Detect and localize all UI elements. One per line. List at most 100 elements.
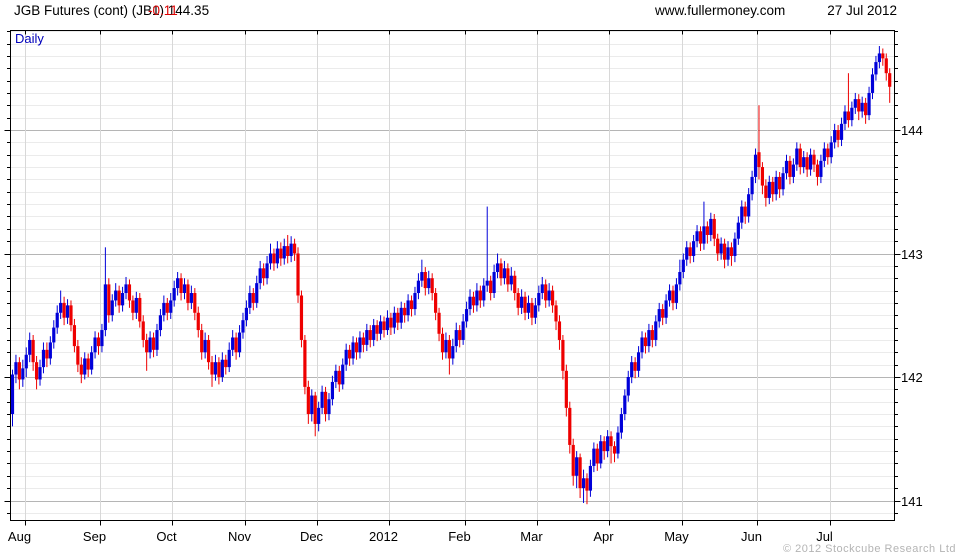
candle-body	[753, 154, 758, 177]
time-axis-label: Jun	[741, 529, 762, 544]
candle-body	[282, 246, 286, 259]
candle-body	[114, 290, 118, 301]
candle-body	[575, 457, 579, 476]
candle-body	[736, 222, 740, 239]
candle-body	[667, 290, 672, 301]
candle-body	[722, 243, 727, 260]
candle-body	[292, 243, 297, 254]
price-axis-label: 144	[901, 123, 923, 138]
candle-body	[127, 284, 132, 301]
candle-body	[822, 148, 826, 161]
candle-body	[509, 275, 513, 285]
candle-body	[389, 317, 393, 328]
candle-body	[365, 330, 369, 345]
candle-body	[210, 362, 214, 375]
candle-body	[829, 142, 833, 158]
candle-body	[323, 391, 328, 415]
candle-body	[674, 284, 679, 303]
candle-body	[733, 238, 737, 256]
time-axis-label: Sep	[82, 529, 107, 544]
candle-body	[430, 278, 434, 294]
candle-body	[437, 312, 441, 334]
candle-body	[516, 293, 520, 308]
candle-body	[375, 325, 379, 334]
candle-body	[461, 321, 465, 340]
candle-body	[798, 148, 802, 168]
candle-body	[17, 362, 21, 380]
candle-body	[440, 333, 445, 353]
candle-body	[272, 253, 276, 264]
candle-body	[93, 337, 97, 353]
candle-body	[186, 284, 190, 303]
candle-body	[571, 444, 575, 476]
candle-body	[10, 374, 15, 415]
candle-body	[557, 321, 562, 340]
candle-body	[155, 330, 159, 350]
candle-body	[86, 358, 90, 370]
candle-body	[499, 263, 503, 279]
candle-body	[705, 226, 709, 235]
candle-body	[698, 231, 703, 244]
candle-body	[303, 339, 307, 387]
candle-body	[220, 359, 224, 377]
time-axis-label: Apr	[593, 529, 614, 544]
candle-body	[877, 53, 881, 63]
candle-body	[778, 176, 782, 190]
price-axis-label: 143	[901, 247, 923, 262]
candle-body	[413, 293, 417, 310]
candle-body	[489, 280, 493, 294]
candle-body	[482, 285, 486, 301]
candle-body	[808, 154, 813, 170]
candle-body	[805, 157, 809, 170]
candle-body	[630, 362, 634, 377]
plot-border	[10, 30, 895, 521]
candle-body	[784, 160, 789, 174]
candle-body	[819, 160, 823, 177]
time-axis-label: Mar	[520, 529, 543, 544]
candle-body	[423, 272, 427, 289]
candle-body	[633, 362, 637, 371]
time-axis-label: Feb	[448, 529, 471, 544]
candle-body	[719, 243, 723, 254]
candle-body	[409, 300, 414, 310]
candle-body	[117, 290, 121, 306]
frequency-label: Daily	[15, 31, 44, 46]
candle-body	[244, 307, 249, 321]
candle-body	[148, 337, 152, 353]
time-axis-label: Aug	[7, 529, 32, 544]
time-axis-label: May	[664, 529, 689, 544]
candle-body	[857, 99, 861, 112]
candle-body	[258, 268, 262, 284]
candle-body	[320, 391, 324, 408]
candle-body	[169, 300, 173, 313]
candle-body	[69, 305, 73, 326]
candle-body	[647, 330, 651, 347]
candle-body	[530, 302, 534, 318]
candle-body	[251, 293, 255, 303]
candle-body	[317, 407, 321, 424]
candle-body	[616, 432, 620, 454]
candle-body	[712, 218, 716, 239]
candle-body	[341, 364, 345, 385]
candle-body	[124, 284, 128, 294]
candle-body	[599, 441, 603, 464]
candle-body	[313, 395, 317, 424]
candle-body	[378, 321, 383, 334]
candle-body	[843, 111, 847, 124]
candle-body	[729, 247, 734, 256]
candle-body	[643, 337, 648, 347]
candle-body	[833, 130, 837, 143]
candle-body	[103, 284, 107, 331]
candle-body	[248, 293, 252, 308]
candle-body	[344, 349, 348, 365]
candle-body	[612, 446, 617, 454]
candle-body	[485, 280, 489, 286]
candle-body	[588, 465, 593, 491]
candle-body	[664, 300, 668, 318]
candle-body	[444, 339, 448, 353]
candle-body	[554, 305, 558, 322]
candle-body	[526, 302, 531, 313]
candle-body	[888, 73, 892, 87]
time-axis-label: Oct	[156, 529, 177, 544]
candle-body	[791, 164, 795, 177]
